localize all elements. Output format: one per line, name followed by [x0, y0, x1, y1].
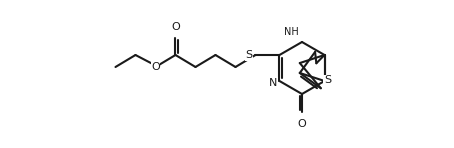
Text: O: O — [298, 119, 306, 129]
Text: S: S — [324, 75, 331, 85]
Text: NH: NH — [284, 27, 299, 37]
Text: O: O — [171, 22, 180, 32]
Text: N: N — [269, 78, 277, 88]
Text: O: O — [151, 62, 160, 72]
Text: S: S — [245, 50, 252, 60]
